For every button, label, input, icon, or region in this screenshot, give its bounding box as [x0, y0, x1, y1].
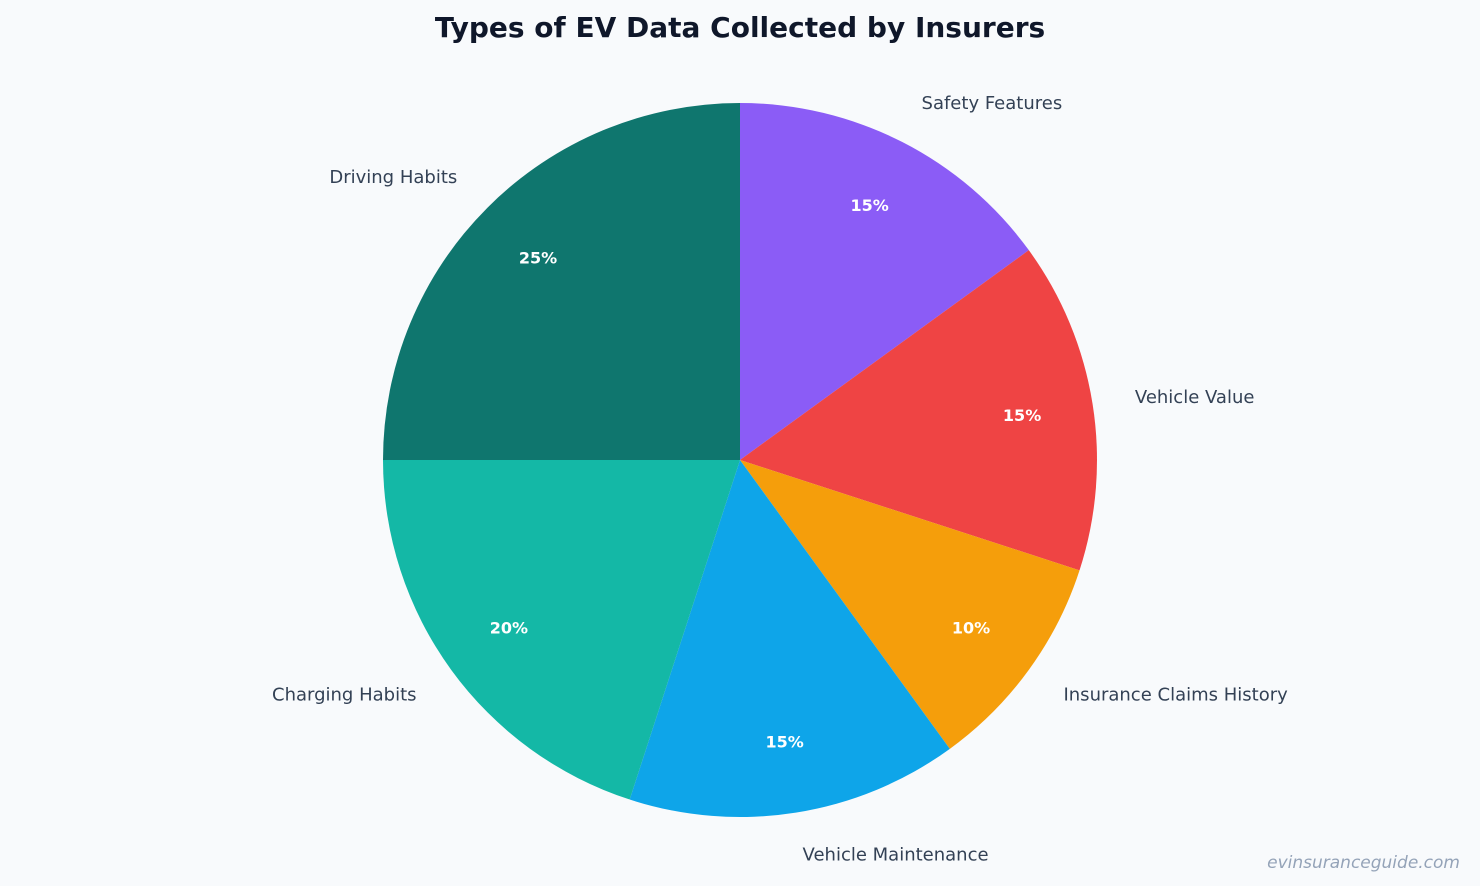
slices-layer [383, 103, 1098, 818]
watermark: evinsuranceguide.com [1267, 853, 1460, 873]
percent-label-vehicle-value: 15% [1003, 406, 1041, 425]
slice-label-charging-habits: Charging Habits [272, 685, 417, 706]
slice-label-vehicle-maintenance: Vehicle Maintenance [803, 844, 989, 865]
slice-label-vehicle-value: Vehicle Value [1135, 387, 1255, 408]
slice-labels-layer: Safety Features Vehicle Value Insurance Cl… [272, 93, 1288, 865]
pie-slice-charging-habits [383, 460, 740, 800]
percent-label-vehicle-maintenance: 15% [766, 733, 804, 752]
pie-slice-vehicle-value [740, 250, 1098, 571]
slice-label-driving-habits: Driving Habits [329, 167, 457, 188]
slice-label-safety-features: Safety Features [922, 93, 1063, 114]
percent-label-safety-features: 15% [851, 196, 889, 215]
pie-slice-safety-features [740, 103, 1029, 460]
slice-label-insurance-claims-history: Insurance Claims History [1063, 685, 1288, 706]
pie-slice-vehicle-maintenance [629, 460, 950, 818]
chart-title: Types of EV Data Collected by Insurers [435, 11, 1045, 44]
percent-label-insurance-claims-history: 10% [952, 618, 990, 637]
percent-label-charging-habits: 20% [490, 618, 528, 637]
percent-labels-layer: 15% 15% 10% 15% 20% 25% [490, 196, 1041, 752]
pie-slice-driving-habits [383, 103, 740, 460]
pie-slice-insurance-claims-history [740, 460, 1080, 749]
percent-label-driving-habits: 25% [519, 249, 557, 268]
